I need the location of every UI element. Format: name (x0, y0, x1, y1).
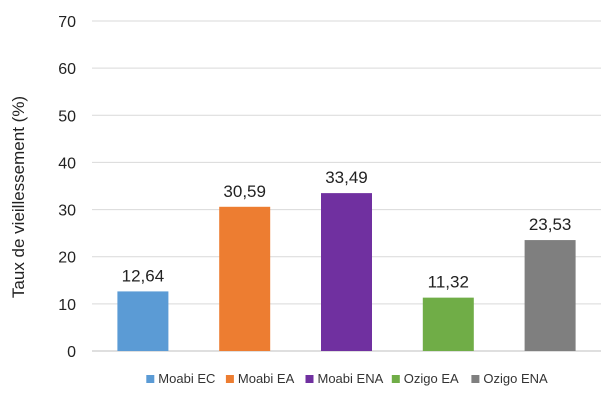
y-axis-ticks: 0 10 20 30 40 50 60 70 (58, 14, 76, 361)
bar (422, 297, 474, 351)
legend: Moabi EC Moabi EA Moabi ENA Ozigo EA Ozigo E… (146, 371, 548, 386)
y-tick-label: 20 (58, 250, 76, 267)
y-tick-label: 40 (58, 155, 76, 172)
y-tick-label: 70 (58, 14, 76, 31)
legend-item: Moabi EA (225, 371, 295, 386)
data-labels: 12,64 30,59 33,49 11,32 23,53 (122, 168, 572, 292)
legend-label: Moabi EC (158, 371, 215, 386)
y-tick-label: 50 (58, 108, 76, 125)
data-label: 12,64 (122, 266, 165, 285)
data-label: 23,53 (529, 215, 572, 234)
legend-item: Ozigo ENA (471, 371, 548, 386)
legend-label: Moabi EA (238, 371, 295, 386)
data-label: 30,59 (223, 182, 266, 201)
bars (117, 193, 576, 351)
legend-label: Moabi ENA (318, 371, 384, 386)
legend-item: Moabi EC (146, 371, 215, 386)
legend-swatch (146, 375, 155, 383)
legend-label: Ozigo EA (404, 371, 459, 386)
legend-swatch (225, 375, 234, 383)
y-tick-label: 10 (58, 297, 76, 314)
bar (219, 206, 271, 351)
y-tick-label: 30 (58, 203, 76, 220)
legend-label: Ozigo ENA (483, 371, 548, 386)
legend-item: Moabi ENA (305, 371, 384, 386)
legend-swatch (305, 375, 314, 383)
legend-item: Ozigo EA (391, 371, 459, 386)
y-axis-label: Taux de vieillessement (%) (9, 96, 28, 298)
data-label: 33,49 (325, 168, 368, 187)
data-label: 11,32 (428, 273, 469, 292)
legend-swatch (391, 375, 400, 383)
legend-swatch (471, 375, 480, 383)
bar (524, 240, 576, 351)
y-tick-label: 0 (67, 344, 76, 361)
bar (117, 291, 169, 351)
bar (321, 193, 372, 351)
y-tick-label: 60 (58, 61, 76, 78)
